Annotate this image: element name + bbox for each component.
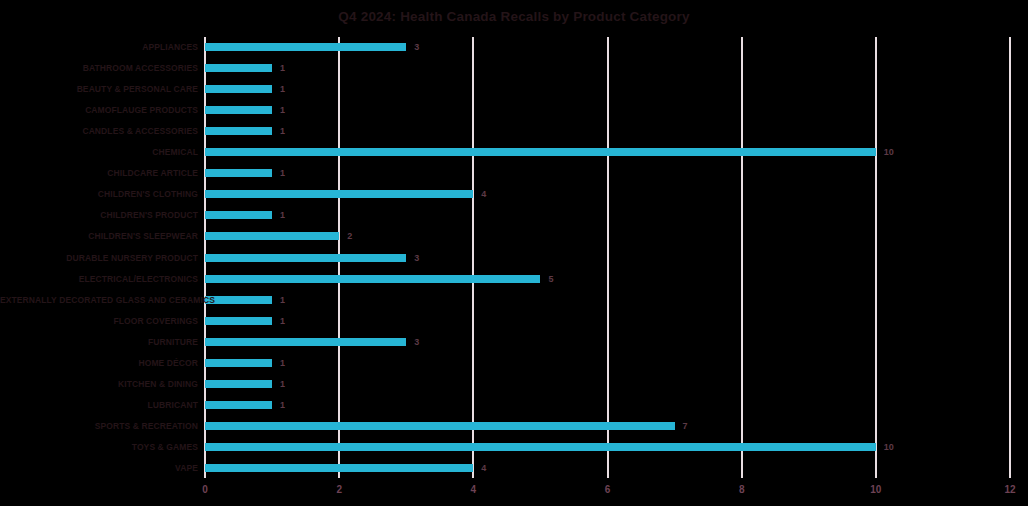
bar-value-label: 3 [414,337,419,347]
category-label: CHILDREN'S SLEEPWEAR [0,231,198,241]
category-label: FLOOR COVERINGS [0,316,198,326]
category-label: KITCHEN & DINING [0,379,198,389]
category-label: CHEMICAL [0,147,198,157]
bar-value-label: 3 [414,253,419,263]
x-tick-label: 6 [605,484,611,495]
bar-value-label: 1 [280,295,285,305]
bar [205,464,473,472]
category-label: CHILDREN'S PRODUCT [0,210,198,220]
category-label: LUBRICANT [0,400,198,410]
bar-value-label: 5 [548,274,553,284]
bar [205,401,272,409]
bar-value-label: 1 [280,168,285,178]
bar [205,359,272,367]
bar [205,85,272,93]
bar [205,148,876,156]
category-label: TOYS & GAMES [0,442,198,452]
bar [205,169,272,177]
bar-value-label: 4 [481,189,486,199]
x-tick-label: 2 [336,484,342,495]
bar [205,211,272,219]
category-label: APPLIANCES [0,42,198,52]
bar [205,317,272,325]
bar-value-label: 2 [347,231,352,241]
category-label: BEAUTY & PERSONAL CARE [0,84,198,94]
bar-value-label: 1 [280,379,285,389]
category-label: ELECTRICAL/ELECTRONICS [0,274,198,284]
bar-value-label: 7 [683,421,688,431]
category-label: DURABLE NURSERY PRODUCT [0,253,198,263]
bar-value-label: 1 [280,105,285,115]
x-tick-label: 10 [870,484,881,495]
bar [205,127,272,135]
x-tick-label: 4 [471,484,477,495]
bar-value-label: 1 [280,358,285,368]
bar-value-label: 1 [280,316,285,326]
category-label: EXTERNALLY DECORATED GLASS AND CERAMICS [0,295,198,305]
category-label: HOME DÉCOR [0,358,198,368]
bar [205,338,406,346]
bar [205,106,272,114]
bar-value-label: 1 [280,84,285,94]
gridline [607,37,609,478]
category-label: BATHROOM ACCESSORIES [0,63,198,73]
bar [205,443,876,451]
category-label: CHILDREN'S CLOTHING [0,189,198,199]
gridline [741,37,743,478]
gridline [472,37,474,478]
bar [205,254,406,262]
category-label: FURNITURE [0,337,198,347]
category-label: CANDLES & ACCESSORIES [0,126,198,136]
category-label: SPORTS & RECREATION [0,421,198,431]
bar [205,64,272,72]
gridline [875,37,877,478]
bar [205,275,540,283]
chart-title: Q4 2024: Health Canada Recalls by Produc… [0,9,1028,24]
bar [205,422,675,430]
bar-value-label: 1 [280,210,285,220]
bar-chart: Q4 2024: Health Canada Recalls by Produc… [0,0,1028,506]
bar [205,296,272,304]
bar [205,190,473,198]
x-tick-label: 8 [739,484,745,495]
bar-value-label: 10 [884,147,894,157]
plot-area: 3 1 1 1 1 10 1 4 1 2 3 5 1 1 3 1 1 1 7 10 4 [205,37,1010,478]
category-label: CAMOFLAUGE PRODUCTS [0,105,198,115]
bar-value-label: 3 [414,42,419,52]
bar [205,232,339,240]
bar-value-label: 10 [884,442,894,452]
bar [205,43,406,51]
category-axis-labels: APPLIANCES BATHROOM ACCESSORIES BEAUTY & P… [0,37,198,478]
gridline [1009,37,1011,478]
bar-value-label: 1 [280,400,285,410]
bar-value-label: 1 [280,126,285,136]
category-label: CHILDCARE ARTICLE [0,168,198,178]
x-tick-label: 0 [202,484,208,495]
bar [205,380,272,388]
category-label: VAPE [0,463,198,473]
x-tick-label: 12 [1004,484,1015,495]
bar-value-label: 1 [280,63,285,73]
bar-value-label: 4 [481,463,486,473]
